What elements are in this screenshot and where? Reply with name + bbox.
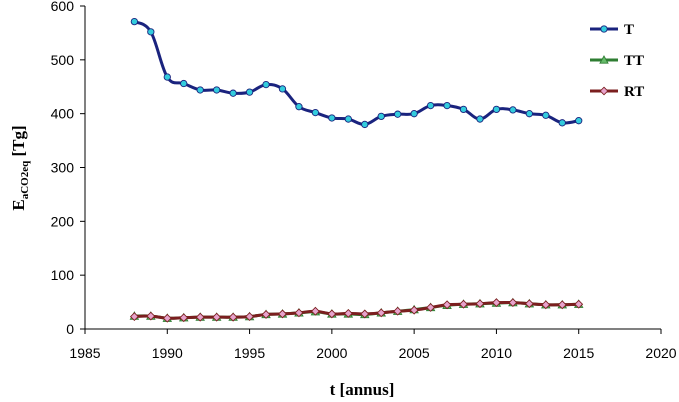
legend-label: RT [624,84,644,100]
y-tick-label: 100 [51,267,75,283]
data-point-t [147,28,155,36]
series-t [130,17,583,129]
y-tick-label: 400 [51,106,75,122]
data-point-t [459,105,468,114]
data-point-t [575,117,583,125]
data-point-t [311,108,320,117]
y-axis-ticks: 0 100 200 300 400 500 600 [51,0,85,337]
series-line-rt [134,300,579,320]
data-point-t [443,101,451,110]
y-axis-title: EaCO2eq [Tg] [9,125,31,210]
data-point-rt [327,309,337,319]
data-point-t [229,89,237,97]
data-point-rt [426,303,436,312]
data-point-rt [228,312,238,322]
data-point-rt [310,306,320,316]
data-point-rt [409,305,419,315]
data-point-rt [146,311,156,321]
data-point-rt [278,309,287,319]
data-point-rt [179,313,189,323]
data-point-t [130,17,139,26]
data-point-rt [261,310,271,319]
data-point-rt [475,299,485,309]
data-point-rt [574,299,584,309]
data-point-rt [294,308,304,318]
data-point-t [196,86,204,94]
series-line-t [133,20,579,126]
data-point-rt [442,300,452,310]
x-axis-title: t [annus] [330,380,395,399]
data-point-rt [129,312,139,322]
data-point-t [525,110,533,118]
data-point-t [328,114,336,122]
x-tick-label: 1995 [234,345,265,361]
y-axis-title-sub: aCO2eq [19,160,31,199]
data-point-rt [491,298,501,308]
legend-marker [599,55,609,64]
data-point-t [377,112,385,121]
y-tick-label: 200 [51,213,75,229]
legend-marker [599,86,609,96]
data-point-t [426,101,435,110]
series-rt [129,298,584,323]
data-point-t [295,103,303,111]
data-point-rt [524,299,534,309]
data-point-t [163,73,171,81]
data-point-rt [343,308,353,318]
data-point-rt [376,308,386,318]
x-tick-label: 2010 [481,345,512,361]
legend-label: T [624,22,634,38]
data-point-rt [508,298,518,308]
y-axis-title-unit: [Tg] [9,125,28,160]
legend-item-rt: RT [590,84,644,100]
data-point-rt [393,306,403,316]
legend-item-t: T [590,22,634,38]
data-point-t [344,115,352,123]
data-point-rt [541,300,551,310]
x-tick-label: 1985 [69,345,100,361]
y-tick-label: 0 [66,321,74,337]
x-tick-label: 2005 [399,345,430,361]
x-axis-ticks: 1985 1990 1995 2000 2005 2010 2015 2020 [69,329,677,361]
y-tick-label: 600 [51,0,75,14]
data-point-t [492,105,501,114]
data-point-t [262,80,270,89]
data-point-t [509,106,517,114]
y-tick-label: 500 [51,52,75,68]
y-tick-label: 300 [51,160,75,176]
data-point-t [558,119,566,127]
legend-label: TT [624,53,644,69]
legend-marker [600,25,608,33]
data-point-rt [459,299,468,309]
legend-item-tt: TT [590,53,644,69]
y-axis-title-main: E [9,199,28,210]
data-point-rt [212,312,222,322]
data-point-t [245,88,254,96]
x-tick-label: 1990 [152,345,183,361]
data-point-t [213,86,221,94]
data-point-t [361,120,369,129]
data-point-rt [245,312,255,322]
x-tick-label: 2020 [645,345,676,361]
data-point-rt [557,300,567,310]
x-tick-label: 2000 [316,345,347,361]
data-point-t [542,111,550,119]
data-point-t [394,110,402,118]
data-point-t [278,85,287,93]
data-point-rt [195,312,205,322]
data-point-t [410,110,418,118]
series-layer [129,17,584,323]
data-point-t [180,79,188,88]
data-point-t [476,115,484,123]
data-point-rt [360,309,370,319]
x-tick-label: 2015 [563,345,594,361]
data-point-rt [162,313,172,323]
